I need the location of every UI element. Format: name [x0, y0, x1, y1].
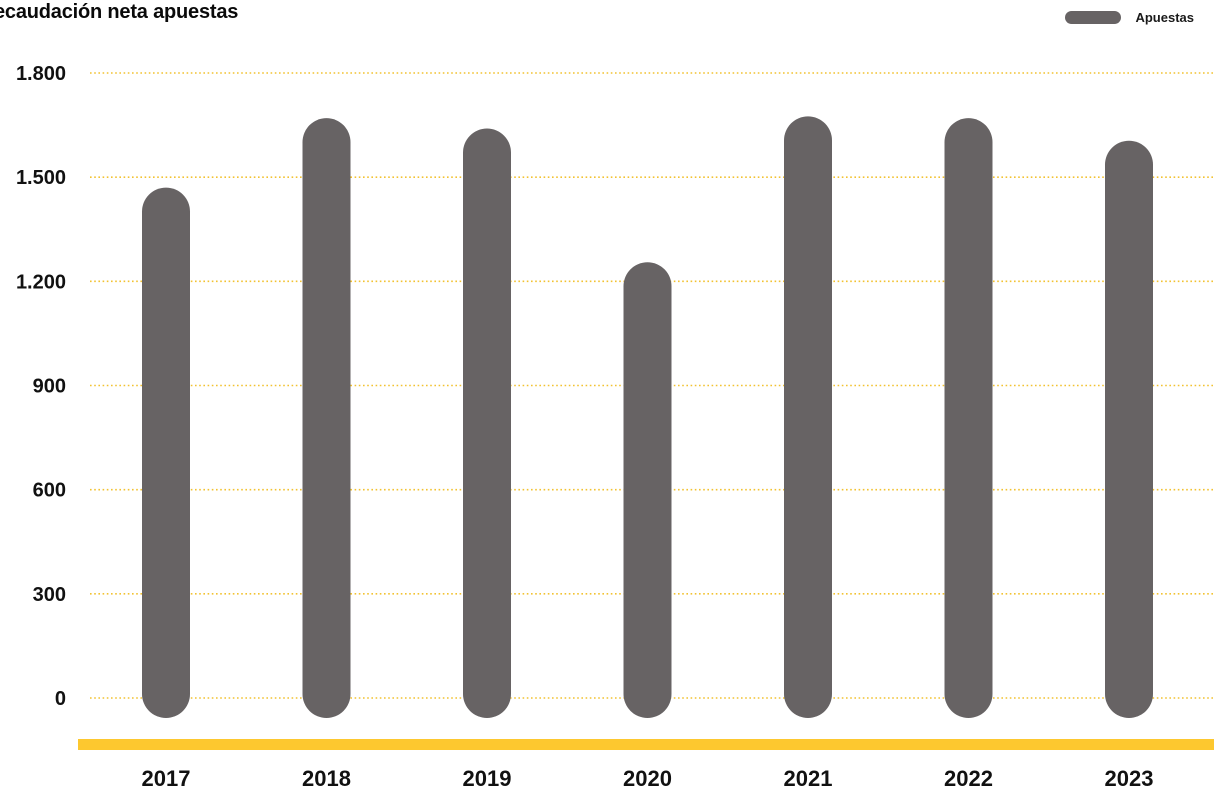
y-tick-label: 1.500: [16, 167, 66, 189]
x-tick-label: 2020: [623, 766, 672, 791]
y-tick-label: 600: [33, 480, 66, 502]
x-axis-baseline: [78, 739, 1214, 750]
chart-legend: Apuestas: [1065, 10, 1194, 25]
legend-swatch: [1065, 11, 1122, 24]
y-tick-label: 0: [55, 688, 66, 710]
bars: [142, 116, 1153, 719]
bar-2017: [142, 187, 190, 719]
bar-2019: [463, 128, 511, 719]
bar-2020: [623, 262, 672, 718]
chart-title: ecaudación neta apuestas: [0, 1, 239, 23]
bar-2018: [302, 118, 351, 718]
x-tick-label: 2022: [944, 766, 993, 791]
y-axis-ticks: 0 300 600 900 1.200 1.500 1.800: [16, 63, 66, 710]
bar-2023: [1105, 140, 1153, 719]
legend-label: Apuestas: [1135, 10, 1194, 25]
x-tick-label: 2023: [1105, 766, 1154, 791]
y-tick-label: 900: [33, 376, 66, 398]
bar-2021: [784, 116, 832, 719]
x-tick-label: 2021: [784, 766, 833, 791]
x-tick-label: 2019: [463, 766, 512, 791]
x-axis-ticks: 2017 2018 2019 2020 2021 2022 2023: [142, 766, 1154, 791]
gridlines: [90, 72, 1214, 699]
y-tick-label: 1.200: [16, 271, 66, 293]
bar-2022: [944, 118, 993, 718]
x-tick-label: 2018: [302, 766, 351, 791]
y-tick-label: 1.800: [16, 63, 66, 85]
y-tick-label: 300: [33, 584, 66, 606]
x-tick-label: 2017: [142, 766, 191, 791]
